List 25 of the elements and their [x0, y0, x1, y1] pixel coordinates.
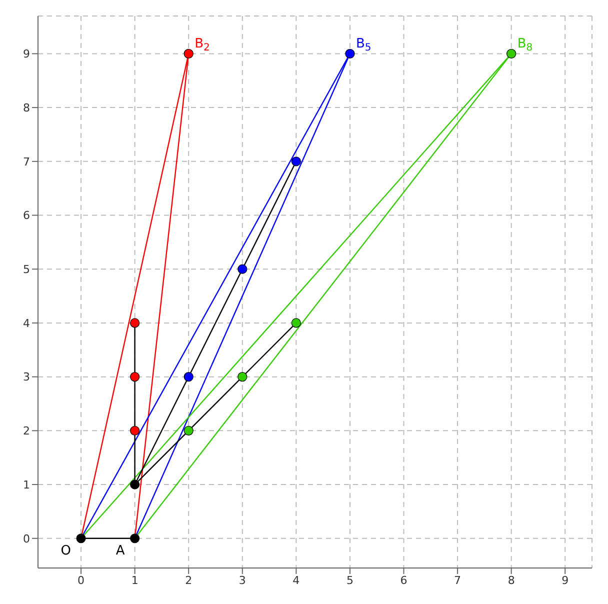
x-tick-label: 5 — [346, 574, 354, 587]
x-tick-label: 3 — [238, 574, 246, 587]
x-tick-label: 6 — [400, 574, 408, 587]
annotation: B$_{8}$ — [517, 36, 533, 54]
y-tick-label: 5 — [23, 263, 30, 276]
x-tick-label: 4 — [292, 574, 300, 587]
y-tick-label: 9 — [23, 48, 30, 61]
y-tick-label: 6 — [23, 209, 30, 222]
annotation: B$_{2}$ — [194, 36, 210, 54]
y-tick-label: 4 — [23, 316, 30, 330]
x-tick-label: 7 — [454, 574, 462, 587]
y-tick-label: 0 — [23, 532, 30, 546]
annotation: B$_{5}$ — [356, 36, 372, 54]
x-tick-label: 2 — [185, 574, 192, 587]
x-tick-label: 0 — [78, 574, 85, 587]
x-tick-label: 9 — [562, 574, 569, 587]
y-tick-label: 8 — [23, 101, 30, 114]
y-tick-label: 2 — [23, 424, 30, 438]
x-tick-label: 1 — [131, 574, 138, 587]
y-tick-label: 7 — [23, 155, 30, 168]
annotation: A — [116, 543, 125, 558]
y-tick-label: 3 — [23, 370, 30, 384]
annotation: O — [60, 543, 72, 558]
y-tick-label: 1 — [23, 478, 30, 492]
x-tick-label: 8 — [508, 574, 515, 587]
